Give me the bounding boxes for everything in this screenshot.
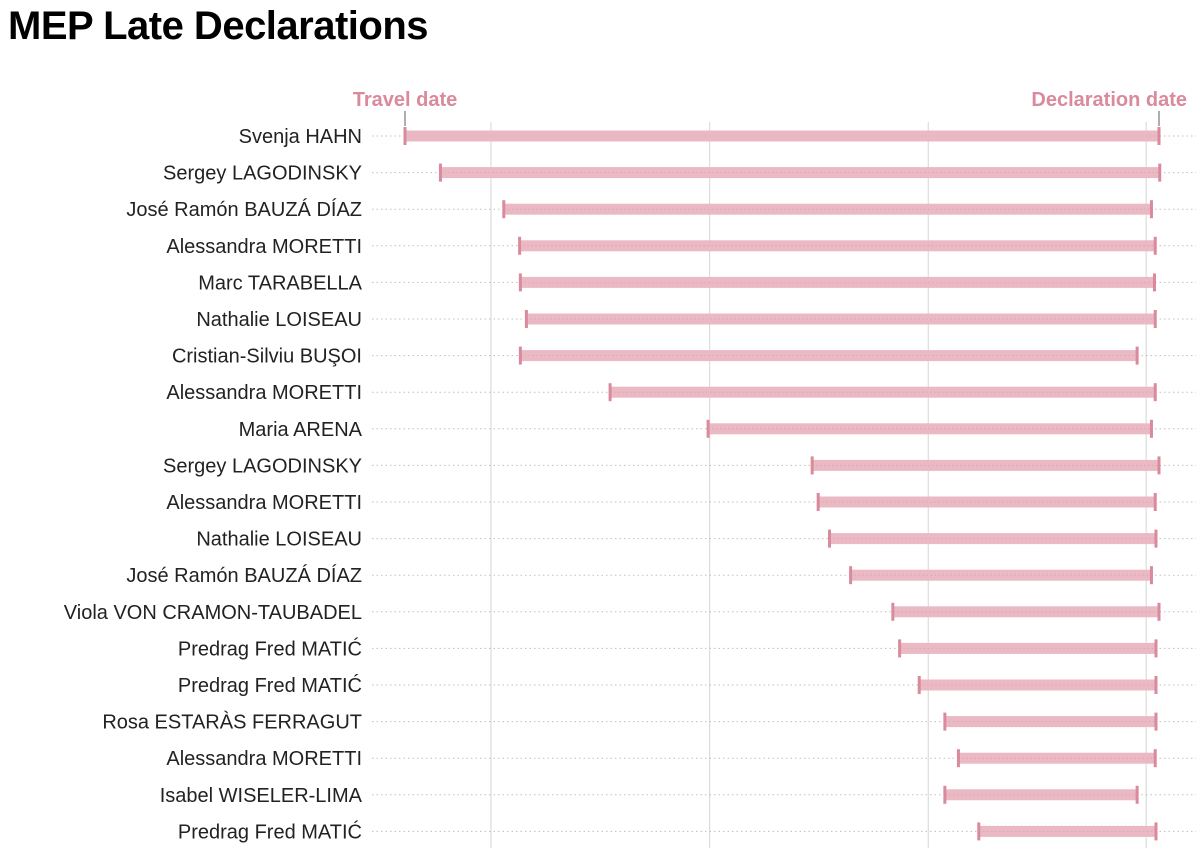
row: Sergey LAGODINSKY [163, 455, 1196, 477]
declaration-date-marker [1135, 346, 1139, 365]
row-name-label: Alessandra MORETTI [166, 748, 362, 770]
declaration-date-marker [1135, 785, 1139, 804]
row: Rosa ESTARÀS FERRAGUT [102, 711, 1196, 734]
row-name-label: Predrag Fred MATIĆ [178, 637, 362, 660]
declaration-date-marker [1149, 566, 1153, 585]
row-name-label: Rosa ESTARÀS FERRAGUT [102, 711, 362, 734]
row: José Ramón BAUZÁ DÍAZ [126, 198, 1196, 221]
declaration-date-marker [1153, 310, 1157, 328]
row: Predrag Fred MATIĆ [178, 637, 1196, 660]
row: Nathalie LOISEAU [196, 529, 1196, 551]
row-name-label: Sergey LAGODINSKY [163, 163, 362, 185]
travel-date-marker [706, 419, 710, 438]
row-name-label: Predrag Fred MATIĆ [178, 674, 362, 697]
row: Sergey LAGODINSKY [163, 163, 1196, 185]
row-name-label: Viola VON CRAMON-TAUBADEL [64, 602, 362, 624]
travel-date-marker [891, 602, 895, 621]
duration-bar [526, 313, 1156, 325]
declaration-date-marker [1153, 236, 1157, 255]
declaration-date-marker [1149, 419, 1153, 438]
declaration-date-marker [1153, 383, 1157, 402]
duration-bar [519, 240, 1156, 252]
duration-bar [708, 423, 1152, 435]
row-name-label: Nathalie LOISEAU [196, 309, 362, 331]
declaration-date-marker [1152, 273, 1156, 292]
row-name-label: Alessandra MORETTI [166, 382, 362, 404]
travel-date-marker [943, 785, 947, 804]
row: Cristian-Silviu BUŞOI [172, 346, 1196, 368]
row: Alessandra MORETTI [166, 748, 1196, 770]
declaration-date-marker [1154, 712, 1158, 731]
travel-date-header: Travel date [353, 89, 458, 111]
duration-bar [440, 167, 1160, 179]
travel-date-marker [977, 822, 981, 841]
page-title: MEP Late Declarations [8, 4, 429, 48]
header-layer: Travel date Declaration date [353, 89, 1187, 126]
grid-layer [490, 122, 1147, 848]
duration-bar [958, 752, 1156, 764]
declaration-date-header: Declaration date [1031, 89, 1187, 111]
declaration-date-marker [1154, 639, 1158, 658]
travel-date-marker [849, 566, 853, 585]
travel-date-marker [502, 200, 506, 219]
row-name-label: Predrag Fred MATIĆ [178, 820, 362, 843]
duration-bar [919, 679, 1156, 691]
row-name-label: Alessandra MORETTI [166, 236, 362, 258]
row-name-label: Svenja HAHN [239, 126, 362, 148]
row: Maria ARENA [239, 419, 1196, 441]
travel-date-marker [898, 639, 902, 658]
declaration-date-marker [1153, 749, 1157, 768]
row-name-label: Marc TARABELLA [198, 272, 362, 294]
travel-date-marker [518, 236, 522, 255]
travel-date-marker [518, 346, 522, 365]
row: Alessandra MORETTI [166, 382, 1196, 404]
duration-bar [944, 716, 1156, 728]
travel-date-marker [524, 310, 528, 328]
duration-bar [850, 569, 1152, 581]
travel-date-marker [956, 749, 960, 768]
row: Predrag Fred MATIĆ [178, 820, 1196, 843]
travel-date-marker [828, 529, 832, 548]
duration-bar [503, 203, 1152, 215]
declaration-date-marker [1157, 127, 1161, 145]
row-name-label: Sergey LAGODINSKY [163, 455, 362, 477]
travel-date-marker [608, 383, 612, 402]
declaration-date-marker [1157, 602, 1161, 621]
row-name-label: Isabel WISELER-LIMA [160, 785, 363, 807]
travel-date-marker [518, 273, 522, 292]
travel-date-marker [943, 712, 947, 731]
row-name-label: Nathalie LOISEAU [196, 529, 362, 551]
travel-date-marker [816, 493, 820, 511]
declaration-date-marker [1149, 200, 1153, 219]
row-name-label: Maria ARENA [239, 419, 363, 441]
duration-bar [829, 533, 1156, 545]
declaration-date-marker [1154, 676, 1158, 694]
row-name-label: José Ramón BAUZÁ DÍAZ [126, 564, 362, 587]
row-name-label: Cristian-Silviu BUŞOI [172, 346, 362, 368]
declaration-date-marker [1158, 163, 1162, 182]
row: José Ramón BAUZÁ DÍAZ [126, 564, 1196, 587]
row: Nathalie LOISEAU [196, 309, 1196, 331]
declaration-date-marker [1154, 822, 1158, 841]
travel-date-marker [438, 163, 442, 182]
row-name-label: José Ramón BAUZÁ DÍAZ [126, 198, 362, 221]
row: Viola VON CRAMON-TAUBADEL [64, 602, 1196, 624]
row: Marc TARABELLA [198, 272, 1196, 294]
travel-date-marker [917, 676, 921, 694]
row: Predrag Fred MATIĆ [178, 674, 1196, 697]
row-layer: Svenja HAHN Sergey LAGODINSKY José Ramón B… [64, 126, 1196, 843]
travel-date-marker [403, 127, 407, 145]
declaration-date-marker [1157, 456, 1161, 475]
declaration-date-marker [1153, 493, 1157, 511]
row: Isabel WISELER-LIMA [160, 785, 1196, 807]
travel-date-marker [810, 456, 814, 475]
row: Alessandra MORETTI [166, 492, 1196, 514]
row: Alessandra MORETTI [166, 236, 1196, 258]
row-name-label: Alessandra MORETTI [166, 492, 362, 514]
row: Svenja HAHN [239, 126, 1196, 148]
declaration-date-marker [1154, 529, 1158, 548]
